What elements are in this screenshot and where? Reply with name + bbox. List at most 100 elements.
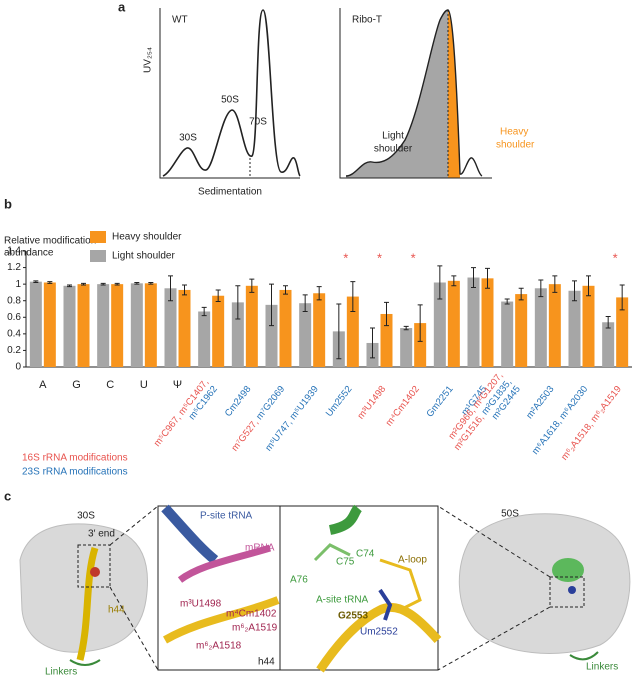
error-bar [134, 281, 140, 285]
x-tick-label: A [39, 379, 47, 391]
error-bar [403, 325, 409, 331]
error-bar [269, 283, 274, 327]
y-label: abundance [4, 248, 54, 259]
axes [339, 8, 492, 179]
error-bar [182, 284, 187, 296]
error-bar [302, 294, 308, 312]
bar [245, 285, 258, 367]
zoom-line [109, 505, 159, 546]
y-tick-label: 0.4 [7, 328, 21, 339]
trna [328, 504, 363, 535]
label: m⁶₂A1518 [196, 641, 242, 652]
error-bar [33, 280, 39, 283]
peak-label: 70S [249, 117, 267, 128]
x-label: Sedimentation [198, 187, 262, 198]
bar [414, 323, 427, 367]
title: WT [172, 15, 188, 26]
y-tick-label: 0 [15, 362, 21, 373]
bar [467, 277, 480, 367]
inset-box [279, 505, 439, 671]
zoom-box [549, 576, 585, 608]
bar-chart: 0 0.2 0.4 0.6 0.8 1 1.2 1.4 Heavy shoulder Light … [7, 231, 632, 478]
x-tick-line: m³U1498 [355, 384, 388, 422]
inset-1: P-site tRNA mRNA m³U1498 m⁴Cm1402 m⁶₂A15… [157, 504, 281, 671]
light-label: shoulder [374, 144, 413, 155]
aloop [379, 558, 422, 612]
30s-structure: 30S 3′ end h44 Linkers [19, 511, 148, 678]
label: 3′ end [88, 529, 115, 540]
legend-label: Light shoulder [112, 251, 175, 262]
label: Linkers [586, 662, 618, 673]
wt-curve [162, 9, 301, 177]
heavy-area [448, 10, 460, 178]
ribot-profile: Ribo-T Light shoulder Heavy shoulder [339, 8, 535, 179]
group-label: 16S rRNA modifications [22, 453, 128, 464]
bar [433, 282, 446, 367]
x-tick-piece: m³U1498 [355, 384, 388, 422]
subunit [458, 513, 631, 654]
bar [616, 297, 629, 367]
error-bar [47, 281, 53, 284]
error-bar [249, 278, 255, 293]
x-tick-line: Cm2498 [222, 384, 253, 419]
bar [568, 290, 581, 367]
error-bar [114, 282, 120, 286]
y-tick-label: 0.6 [7, 312, 21, 323]
zoom-box [77, 544, 111, 588]
bar [346, 296, 359, 367]
error-bar [605, 315, 611, 329]
label: mRNA [245, 543, 275, 554]
error-bar [148, 281, 154, 285]
label: m⁴Cm1402 [226, 609, 277, 620]
x-tick-line: m⁴Cm1402 [383, 384, 421, 429]
bar [144, 283, 157, 367]
significance-marker: * [377, 250, 382, 265]
bar [534, 288, 547, 367]
x-tick-line: m²A2503 [524, 384, 556, 421]
error-bar [370, 327, 375, 359]
linker [569, 651, 599, 661]
x-tick-label: m⁶₂A1518, m⁶₂A1519 [559, 384, 624, 463]
bar [548, 284, 561, 367]
x-tick-label: G [72, 379, 81, 391]
title: 30S [77, 511, 95, 522]
x-tick-piece: Um2552 [323, 384, 354, 419]
x-tick-label: Gm2251 [424, 384, 455, 419]
error-bar [235, 285, 241, 320]
x-tick-label: U [140, 379, 148, 391]
x-tick-piece: m⁷G527, [229, 415, 262, 453]
subunit [19, 523, 148, 653]
error-bar [471, 267, 476, 288]
inset-box [157, 505, 281, 671]
bar [164, 288, 177, 367]
heavy-label: shoulder [496, 140, 535, 151]
y-tick-label: 1.4 [7, 246, 21, 257]
error-bar [504, 298, 510, 305]
label: A-loop [398, 555, 427, 566]
x-tick-line: Um2552 [323, 384, 354, 419]
error-bar [350, 281, 356, 312]
light-label: Light [382, 131, 404, 142]
label: G2553 [338, 611, 368, 622]
bar [501, 301, 514, 367]
bar [198, 311, 211, 367]
light-area [346, 10, 448, 178]
peak-label: 50S [221, 95, 239, 106]
significance-marker: * [343, 250, 348, 265]
peak-label: 30S [179, 133, 197, 144]
panel-label: c [4, 488, 11, 503]
legend-label: Heavy shoulder [112, 232, 182, 243]
label: Um2552 [360, 627, 398, 638]
x-tick-label: Um2552 [323, 384, 354, 419]
bar [178, 289, 191, 367]
label: C74 [356, 549, 375, 560]
bar [97, 284, 110, 367]
label: C75 [336, 557, 355, 568]
bar [29, 281, 42, 367]
x-tick-piece: Cm2498 [222, 384, 253, 419]
error-bar [215, 289, 221, 303]
x-tick-label: m³U1498 [355, 384, 388, 422]
error-bar [81, 282, 86, 286]
ribot-curve [345, 9, 483, 177]
zoom-line [437, 505, 551, 578]
